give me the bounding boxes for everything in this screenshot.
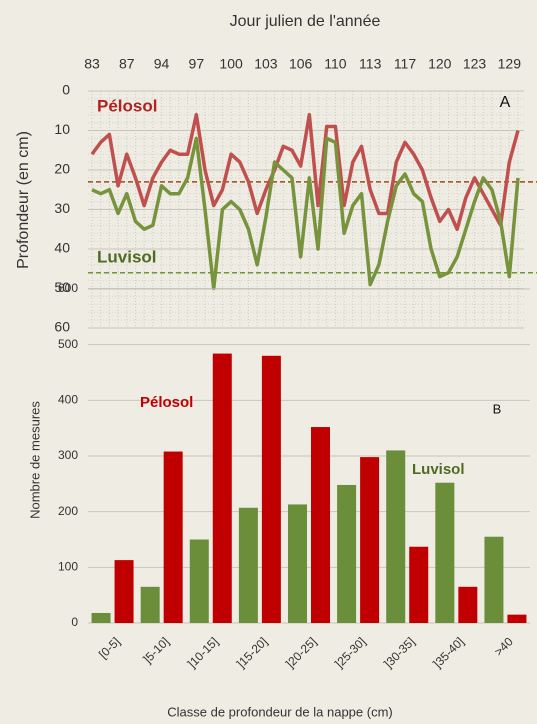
x-tick-label: ]35-40] bbox=[430, 634, 466, 670]
line-series bbox=[91, 136, 520, 291]
x-tick-label: >40 bbox=[492, 634, 517, 659]
x-axis-label: Classe de profondeur de la nappe (cm) bbox=[167, 704, 392, 719]
y-tick-label: 30 bbox=[54, 200, 70, 216]
x-tick-label: 100 bbox=[219, 56, 243, 72]
x-tick-label: ]25-30] bbox=[332, 634, 368, 670]
x-tick-label: ]5-10] bbox=[140, 634, 172, 666]
bar bbox=[484, 536, 504, 623]
bar bbox=[114, 560, 134, 623]
x-tick-label: ]20-25] bbox=[283, 634, 319, 670]
y-axis-label: Nombre de mesures bbox=[27, 401, 42, 519]
x-tick-label: 94 bbox=[154, 56, 170, 72]
bar bbox=[261, 355, 281, 623]
x-tick-label: ]10-15] bbox=[185, 634, 221, 670]
x-tick-label: [0-5] bbox=[96, 634, 123, 661]
bar bbox=[386, 450, 406, 623]
bar bbox=[189, 539, 209, 623]
annotation: B bbox=[493, 401, 502, 416]
y-tick-label: 500 bbox=[58, 337, 78, 351]
x-tick-label: ]30-35] bbox=[381, 634, 417, 670]
bar bbox=[212, 353, 232, 623]
x-tick-label: 83 bbox=[84, 56, 100, 72]
y-tick-label: 0 bbox=[71, 615, 78, 629]
y-axis-label: Profondeur (en cm) bbox=[15, 131, 32, 269]
bar bbox=[360, 457, 380, 623]
y-tick-label: 200 bbox=[58, 504, 78, 518]
x-tick-label: 123 bbox=[463, 56, 487, 72]
x-tick-label: ]15-20] bbox=[234, 634, 270, 670]
bar bbox=[91, 612, 111, 623]
y-tick-label: 600 bbox=[58, 281, 78, 295]
annotation: Pélosol bbox=[97, 96, 157, 115]
annotation: Luvisol bbox=[412, 461, 465, 478]
bar bbox=[163, 451, 183, 623]
x-tick-label: 110 bbox=[324, 56, 347, 72]
x-tick-label: 120 bbox=[428, 56, 452, 72]
bar bbox=[288, 504, 307, 623]
bar bbox=[140, 586, 160, 623]
x-tick-label: 113 bbox=[359, 56, 382, 72]
bar bbox=[311, 427, 330, 623]
y-tick-label: 400 bbox=[58, 393, 78, 407]
annotation: A bbox=[500, 94, 511, 111]
x-tick-label: 129 bbox=[498, 56, 522, 72]
x-tick-label: 106 bbox=[289, 56, 313, 72]
bar bbox=[435, 482, 455, 623]
bar bbox=[458, 586, 478, 623]
bar bbox=[238, 507, 258, 623]
line-series bbox=[90, 112, 520, 231]
y-tick-label: 20 bbox=[54, 161, 70, 177]
y-tick-label: 60 bbox=[54, 319, 70, 335]
bar bbox=[507, 614, 527, 623]
y-tick-label: 100 bbox=[58, 560, 78, 574]
annotation: Pélosol bbox=[140, 394, 193, 411]
x-tick-label: 87 bbox=[119, 56, 135, 72]
bar bbox=[409, 546, 429, 623]
x-tick-label: 103 bbox=[254, 56, 278, 72]
y-tick-label: 300 bbox=[58, 448, 78, 462]
x-axis-label: Jour julien de l'année bbox=[230, 13, 381, 30]
y-tick-label: 40 bbox=[54, 240, 70, 256]
x-tick-label: 117 bbox=[394, 56, 417, 72]
annotation: Luvisol bbox=[97, 247, 157, 266]
y-tick-label: 50 bbox=[54, 279, 70, 295]
y-tick-label: 10 bbox=[54, 121, 70, 137]
y-tick-label: 0 bbox=[62, 82, 70, 98]
bar bbox=[337, 484, 357, 623]
x-tick-label: 97 bbox=[189, 56, 205, 72]
